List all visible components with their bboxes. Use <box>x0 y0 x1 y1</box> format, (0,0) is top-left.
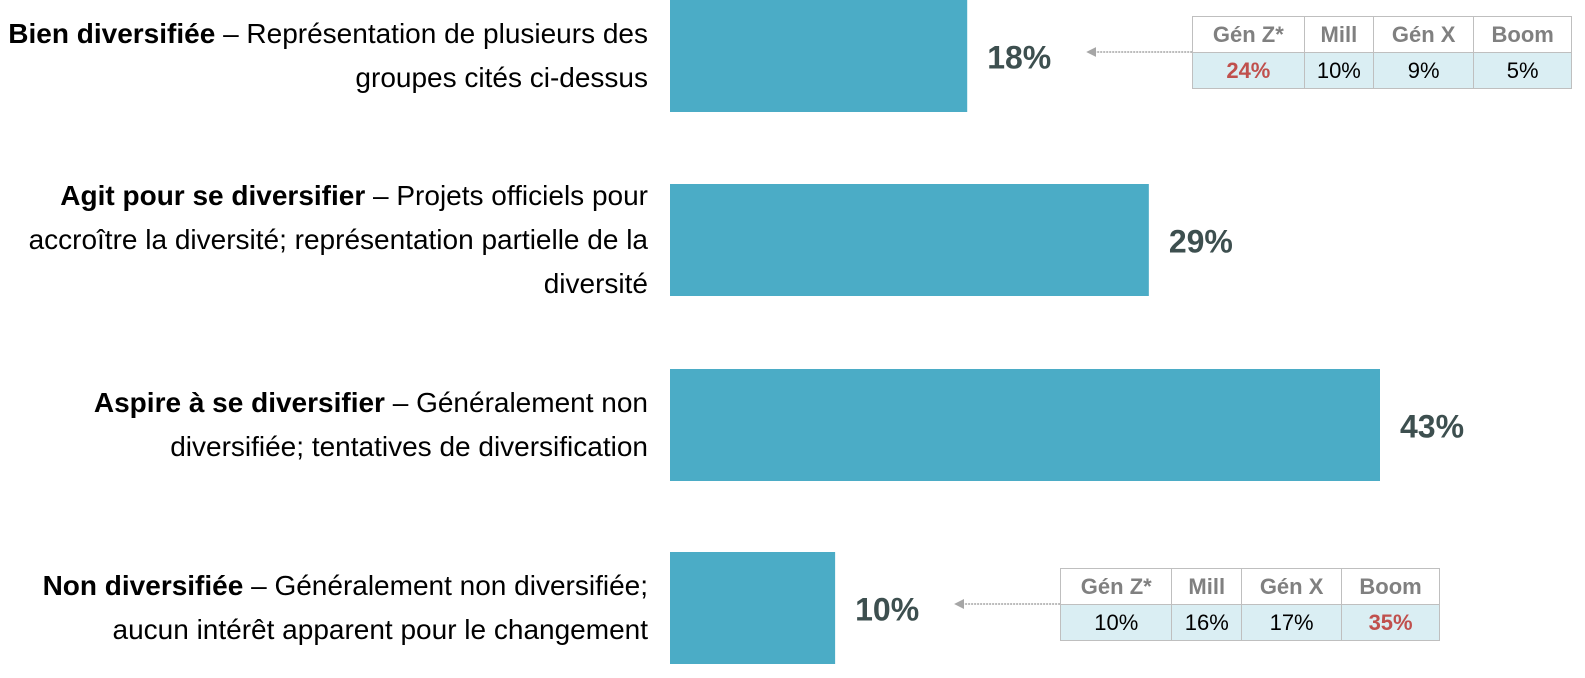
category-text: Aspire à se diversifier – Généralement n… <box>0 381 648 469</box>
data-cell: 17% <box>1241 604 1343 641</box>
category-description: – Projets officiels pour accroître la di… <box>28 180 648 299</box>
category-title: Agit pour se diversifier <box>60 180 366 211</box>
value-label: 29% <box>1169 223 1233 259</box>
bar <box>670 552 836 664</box>
header-cell: Gén Z* <box>1060 568 1173 605</box>
header-cell: Gén X <box>1373 16 1475 53</box>
header-cell: Boom <box>1473 16 1573 53</box>
category-text: Non diversifiée – Généralement non diver… <box>0 564 648 652</box>
data-row: 24% 10% 9% 5% <box>1192 52 1573 89</box>
category-title: Bien diversifiée <box>8 18 216 49</box>
header-cell: Gén Z* <box>1192 16 1305 53</box>
value-label: 18% <box>987 39 1051 75</box>
header-cell: Gén X <box>1241 568 1343 605</box>
header-cell: Mill <box>1171 568 1243 605</box>
inset-table: Gén Z* Mill Gén X Boom 10% 16% 17% 35% <box>1060 568 1441 641</box>
category-label: Aspire à se diversifier – Généralement n… <box>0 369 648 481</box>
data-row: 10% 16% 17% 35% <box>1060 604 1441 641</box>
value-label: 10% <box>855 591 919 627</box>
category-title: Non diversifiée <box>42 570 244 601</box>
category-description: – Généralement non diversifiée; aucun in… <box>112 570 649 645</box>
header-row: Gén Z* Mill Gén X Boom <box>1192 16 1573 53</box>
data-cell: 35% <box>1341 604 1441 641</box>
category-text: Bien diversifiée – Représentation de plu… <box>0 12 648 100</box>
bar <box>670 369 1380 481</box>
category-label: Bien diversifiée – Représentation de plu… <box>0 0 648 112</box>
data-cell: 24% <box>1192 52 1305 89</box>
header-cell: Boom <box>1341 568 1441 605</box>
data-cell: 10% <box>1303 52 1375 89</box>
data-cell: 16% <box>1171 604 1243 641</box>
value-label: 43% <box>1400 408 1464 444</box>
category-description: – Généralement non diversifiée; tentativ… <box>170 387 648 462</box>
category-description: – Représentation de plusieurs des groupe… <box>223 18 648 93</box>
data-cell: 5% <box>1473 52 1573 89</box>
data-cell: 10% <box>1060 604 1173 641</box>
header-row: Gén Z* Mill Gén X Boom <box>1060 568 1441 605</box>
data-cell: 9% <box>1373 52 1475 89</box>
bar <box>670 184 1149 296</box>
category-text: Agit pour se diversifier – Projets offic… <box>0 174 648 306</box>
header-cell: Mill <box>1303 16 1375 53</box>
category-title: Aspire à se diversifier <box>93 387 385 418</box>
category-label: Non diversifiée – Généralement non diver… <box>0 552 648 664</box>
bar <box>670 0 968 112</box>
category-label: Agit pour se diversifier – Projets offic… <box>0 180 648 299</box>
inset-table: Gén Z* Mill Gén X Boom 24% 10% 9% 5% <box>1192 16 1573 89</box>
